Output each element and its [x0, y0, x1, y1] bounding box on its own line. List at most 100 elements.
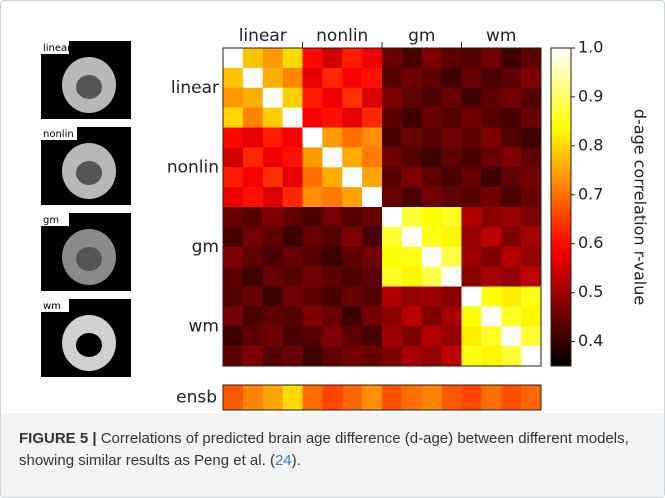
- heat-cell: [342, 107, 363, 128]
- heat-cell: [481, 48, 502, 69]
- heat-cell: [401, 246, 423, 267]
- heat-cell: [262, 87, 283, 108]
- brain-inner: [76, 75, 102, 99]
- heat-cell: [481, 326, 502, 347]
- heat-cell: [501, 147, 522, 168]
- heat-cell: [362, 67, 383, 89]
- heat-cell: [362, 87, 383, 108]
- ensb-cell: [362, 385, 383, 410]
- heat-cell: [481, 207, 502, 228]
- heat-cell: [342, 147, 363, 168]
- ensb-cell: [401, 385, 423, 410]
- column-group-label: linear: [239, 26, 287, 46]
- heat-cell: [242, 326, 264, 347]
- heat-cell: [501, 187, 522, 208]
- heat-cell: [342, 167, 363, 188]
- heat-cell: [521, 48, 542, 69]
- heat-cell: [382, 87, 403, 108]
- heat-cell: [521, 326, 542, 347]
- heat-cell: [223, 226, 244, 248]
- heat-cell: [401, 48, 423, 69]
- heat-cell: [382, 326, 403, 347]
- heat-cell: [481, 87, 502, 108]
- heat-cell: [421, 306, 442, 327]
- heat-cell: [302, 266, 323, 287]
- heat-cell: [242, 286, 264, 307]
- heat-cell: [262, 187, 283, 208]
- ensb-cell: [322, 385, 343, 410]
- heat-cell: [242, 107, 264, 128]
- heat-cell: [302, 226, 323, 248]
- heat-cell: [461, 226, 482, 248]
- heat-cell: [481, 167, 502, 188]
- heat-cell: [322, 207, 343, 228]
- caption-ref[interactable]: 24: [274, 452, 292, 469]
- heat-cell: [481, 147, 502, 168]
- heat-cell: [223, 107, 244, 128]
- heat-cell: [242, 147, 264, 168]
- heat-cell: [501, 207, 522, 228]
- heat-cell: [322, 187, 343, 208]
- heat-cell: [262, 207, 283, 228]
- heat-cell: [322, 87, 343, 108]
- thumb-label: wm: [43, 301, 61, 312]
- heat-cell: [262, 48, 283, 69]
- heat-cell: [302, 87, 323, 108]
- heat-cell: [282, 266, 303, 287]
- heat-cell: [322, 127, 343, 148]
- heat-cell: [461, 207, 482, 228]
- heat-cell: [481, 286, 502, 307]
- heat-cell: [342, 127, 363, 148]
- heat-cell: [501, 286, 522, 307]
- colorbar-tick-label: 0.5: [578, 282, 603, 301]
- heat-cell: [481, 107, 502, 128]
- heat-cell: [401, 67, 423, 89]
- heat-cell: [362, 246, 383, 267]
- heat-cell: [302, 167, 323, 188]
- heat-cell: [401, 286, 423, 307]
- ensb-label: ensb: [176, 388, 217, 408]
- heat-cell: [421, 326, 442, 347]
- heat-cell: [441, 326, 462, 347]
- heat-cell: [362, 266, 383, 287]
- heat-cell: [421, 187, 442, 208]
- heat-cell: [342, 48, 363, 69]
- heat-cell: [322, 147, 343, 168]
- heat-cell: [521, 107, 542, 128]
- heat-cell: [342, 326, 363, 347]
- heat-cell: [282, 48, 303, 69]
- heat-cell: [501, 266, 522, 287]
- heat-cell: [441, 207, 462, 228]
- heat-cell: [282, 326, 303, 347]
- heat-cell: [382, 266, 403, 287]
- ensb-cell: [501, 385, 522, 410]
- heat-cell: [461, 147, 482, 168]
- heat-cell: [461, 107, 482, 128]
- thumb-label-bg: [41, 299, 69, 312]
- heat-cell: [223, 167, 244, 188]
- heat-cell: [501, 167, 522, 188]
- thumb-label: gm: [43, 215, 59, 226]
- brain-inner: [76, 333, 102, 357]
- column-group-label: wm: [486, 26, 516, 46]
- heat-cell: [282, 346, 303, 367]
- heat-cell: [421, 346, 442, 367]
- heat-cell: [481, 187, 502, 208]
- chart: linear nonlin gm wm linear linear nonlin nonli…: [41, 26, 650, 411]
- heat-cell: [342, 286, 363, 307]
- heat-cell: [282, 246, 303, 267]
- heat-cell: [441, 67, 462, 89]
- heat-cell: [262, 67, 283, 89]
- heat-cell: [521, 346, 542, 367]
- heat-cell: [401, 306, 423, 327]
- heat-cell: [262, 107, 283, 128]
- heat-cell: [441, 266, 462, 287]
- heat-cell: [401, 147, 423, 168]
- heat-cell: [382, 207, 403, 228]
- ensb-cell: [242, 385, 264, 410]
- heat-cell: [461, 127, 482, 148]
- ensb-cell: [441, 385, 462, 410]
- heat-cell: [461, 187, 482, 208]
- heat-cell: [382, 187, 403, 208]
- heat-cell: [322, 326, 343, 347]
